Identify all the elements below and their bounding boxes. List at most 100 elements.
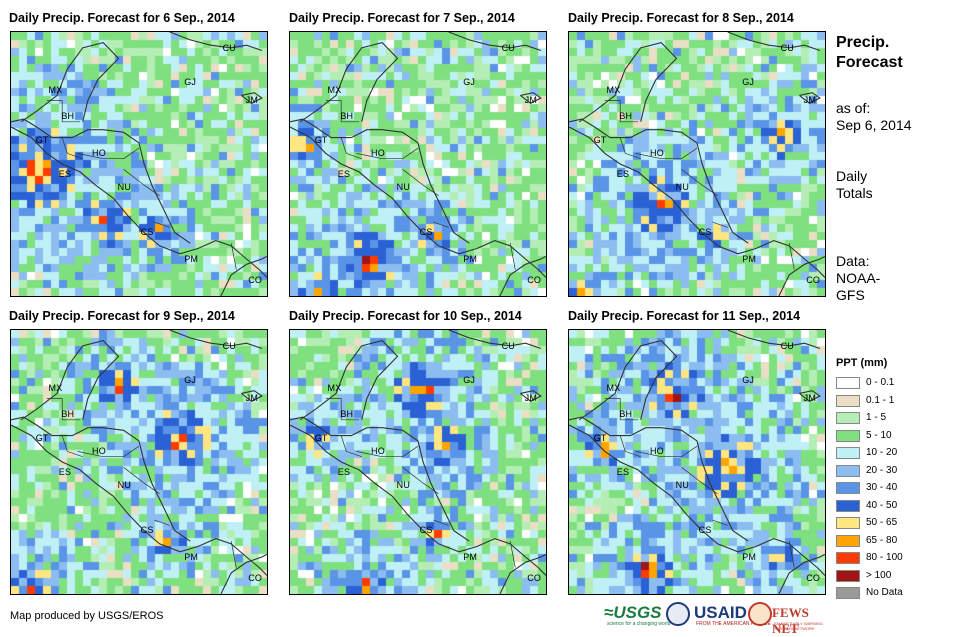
boundary-line	[241, 92, 263, 104]
country-label: ES	[616, 467, 630, 478]
legend-swatch	[836, 534, 860, 547]
boundary-line	[569, 424, 825, 576]
country-label: CS	[140, 227, 154, 238]
coastline-outline	[569, 330, 825, 594]
country-label: ES	[58, 467, 72, 478]
asof-label: as of:	[836, 100, 871, 116]
boundary-line	[569, 118, 749, 244]
legend-item: > 100	[836, 569, 956, 584]
map-panel-3: CU MX GJ JM BH GT HO ES NU CS PM CO	[568, 31, 826, 297]
legend-swatch	[836, 377, 860, 389]
boundary-line	[520, 390, 542, 402]
legend-swatch	[836, 464, 860, 477]
boundary-line	[220, 553, 267, 594]
country-label: MX	[48, 84, 63, 95]
data-source-line2: NOAA-	[836, 270, 881, 286]
country-label: CS	[698, 227, 712, 238]
map-panel-5: CU MX GJ JM BH GT HO ES NU CS PM CO	[289, 329, 547, 595]
country-label: GT	[35, 134, 49, 145]
boundary-line	[77, 445, 140, 458]
country-label: GT	[593, 134, 607, 145]
boundary-line	[619, 435, 641, 458]
legend-label: 10 - 20	[866, 447, 898, 458]
boundary-line	[241, 390, 263, 402]
boundary-line	[340, 137, 362, 160]
country-label: CO	[806, 274, 821, 285]
country-label: GJ	[184, 374, 197, 385]
boundary-line	[169, 32, 263, 52]
legend-swatch	[836, 552, 860, 564]
legend-label: > 100	[866, 569, 892, 581]
legend-swatch	[836, 482, 860, 494]
country-label: CU	[780, 42, 794, 53]
boundary-line	[578, 339, 678, 421]
boundary-line	[20, 339, 120, 421]
panel-title-4: Daily Precip. Forecast for 9 Sep., 2014	[9, 309, 235, 323]
boundary-line	[402, 169, 439, 196]
country-label: JM	[245, 95, 259, 106]
boundary-line	[604, 100, 639, 123]
country-label: GT	[593, 432, 607, 443]
country-label: MX	[327, 382, 342, 393]
country-label: HO	[650, 148, 664, 159]
legend-item: 30 - 40	[836, 482, 956, 496]
boundary-line	[61, 435, 83, 458]
boundary-line	[325, 100, 360, 123]
map-panel-4: CU MX GJ JM BH GT HO ES NU CS PM CO	[10, 329, 268, 595]
country-label: GT	[314, 432, 328, 443]
legend-title: PPT (mm)	[836, 357, 888, 369]
boundary-line	[46, 100, 81, 123]
boundary-line	[11, 416, 191, 542]
boundary-line	[499, 255, 546, 296]
side-title-line1: Precip.	[836, 34, 890, 51]
country-label: HO	[92, 148, 106, 159]
boundary-line	[778, 553, 825, 594]
boundary-line	[635, 147, 698, 160]
boundary-line	[154, 221, 170, 228]
precip-grid	[11, 32, 267, 296]
boundary-line	[712, 519, 728, 526]
legend-swatch	[836, 587, 860, 599]
country-label: HO	[371, 148, 385, 159]
country-label: MX	[327, 84, 342, 95]
legend-item: 50 - 65	[836, 517, 956, 531]
country-label: CS	[698, 525, 712, 536]
country-label: CS	[419, 525, 433, 536]
country-label: MX	[48, 382, 63, 393]
boundary-line	[325, 398, 360, 421]
legend-label: 5 - 10	[866, 429, 892, 441]
coastline-outline	[290, 32, 546, 296]
legend-item: 65 - 80	[836, 534, 956, 549]
country-label: PM	[184, 551, 199, 562]
boundary-line	[448, 32, 542, 52]
boundary-line	[604, 398, 639, 421]
map-panel-6: CU MX GJ JM BH GT HO ES NU CS PM CO	[568, 329, 826, 595]
boundary-line	[499, 553, 546, 594]
legend-swatch	[836, 412, 860, 424]
legend-item: 5 - 10	[836, 429, 956, 444]
country-label: NU	[396, 480, 411, 491]
coastline-outline	[290, 330, 546, 594]
country-label: JM	[803, 95, 817, 106]
legend-swatch	[836, 429, 860, 442]
boundary-line	[788, 541, 795, 568]
boundary-line	[509, 243, 516, 270]
coastline-outline	[11, 32, 267, 296]
panel-title-1: Daily Precip. Forecast for 6 Sep., 2014	[9, 11, 235, 25]
boundary-line	[230, 243, 237, 270]
country-label: CO	[527, 274, 542, 285]
data-source-line3: GFS	[836, 287, 865, 303]
boundary-line	[681, 169, 718, 196]
country-label: CO	[248, 274, 263, 285]
boundary-line	[11, 118, 191, 244]
country-label: PM	[463, 551, 478, 562]
legend-label: 1 - 5	[866, 412, 887, 423]
boundary-line	[123, 467, 160, 494]
boundary-line	[778, 255, 825, 296]
country-label: CO	[806, 572, 821, 583]
country-label: CO	[248, 572, 263, 583]
boundary-line	[433, 519, 449, 526]
boundary-line	[681, 467, 718, 494]
boundary-line	[402, 467, 439, 494]
precip-grid	[11, 330, 267, 594]
